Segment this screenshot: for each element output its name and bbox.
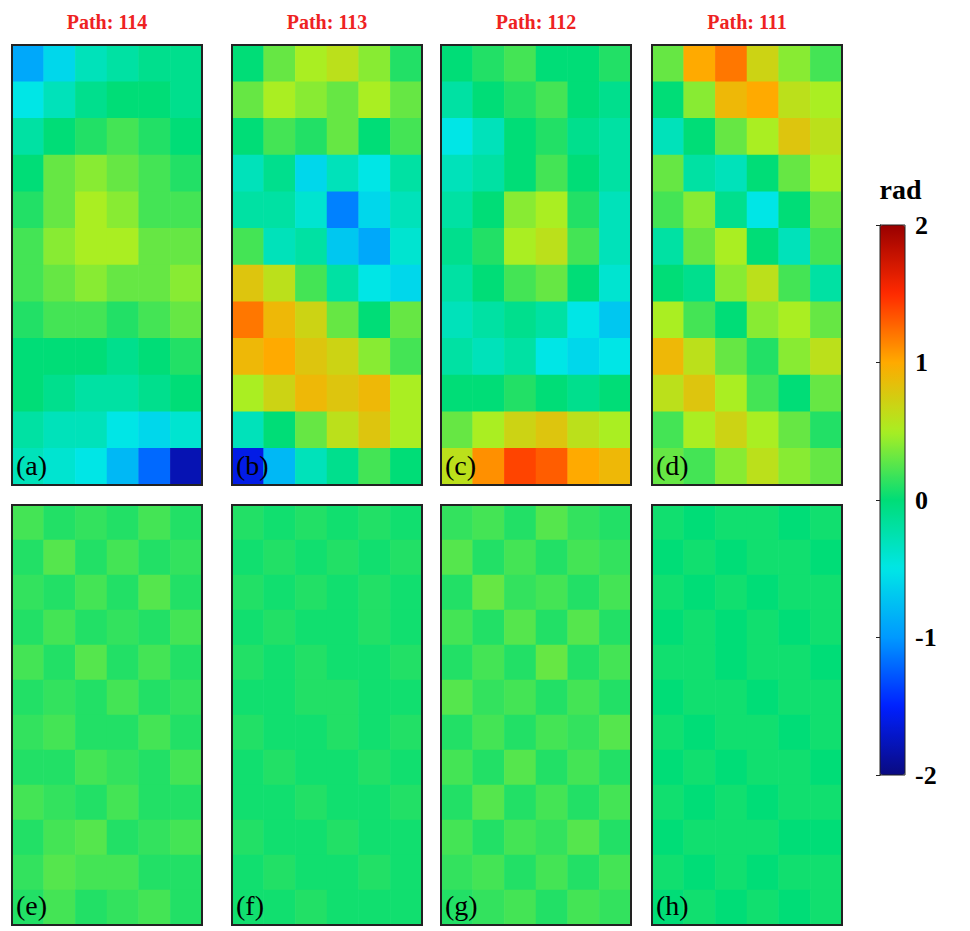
svg-text:(h): (h)	[656, 890, 689, 921]
svg-text:1: 1	[915, 348, 928, 377]
svg-text:(d): (d)	[656, 450, 689, 481]
svg-text:(c): (c)	[445, 450, 476, 481]
svg-text:Path: 114: Path: 114	[67, 11, 148, 33]
svg-text:(g): (g)	[445, 890, 478, 921]
svg-text:rad: rad	[880, 174, 922, 205]
svg-text:(f): (f)	[236, 890, 264, 921]
svg-text:Path: 111: Path: 111	[707, 11, 786, 33]
svg-text:(b): (b)	[236, 450, 269, 481]
svg-text:Path: 112: Path: 112	[496, 11, 577, 33]
svg-text:(e): (e)	[16, 890, 47, 921]
svg-text:-2: -2	[915, 761, 937, 790]
svg-text:(a): (a)	[16, 450, 47, 481]
svg-text:Path: 113: Path: 113	[287, 11, 368, 33]
svg-text:-1: -1	[915, 623, 937, 652]
svg-text:2: 2	[915, 211, 928, 240]
svg-text:0: 0	[915, 486, 928, 515]
